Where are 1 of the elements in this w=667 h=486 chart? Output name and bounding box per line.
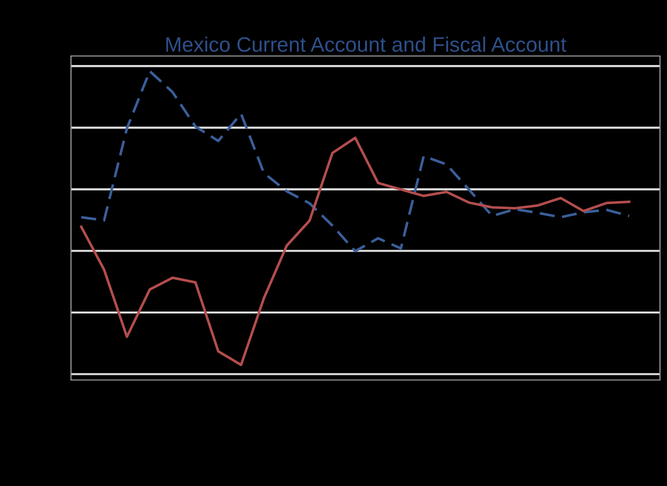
chart-title: Mexico Current Account and Fiscal Account — [166, 36, 566, 52]
